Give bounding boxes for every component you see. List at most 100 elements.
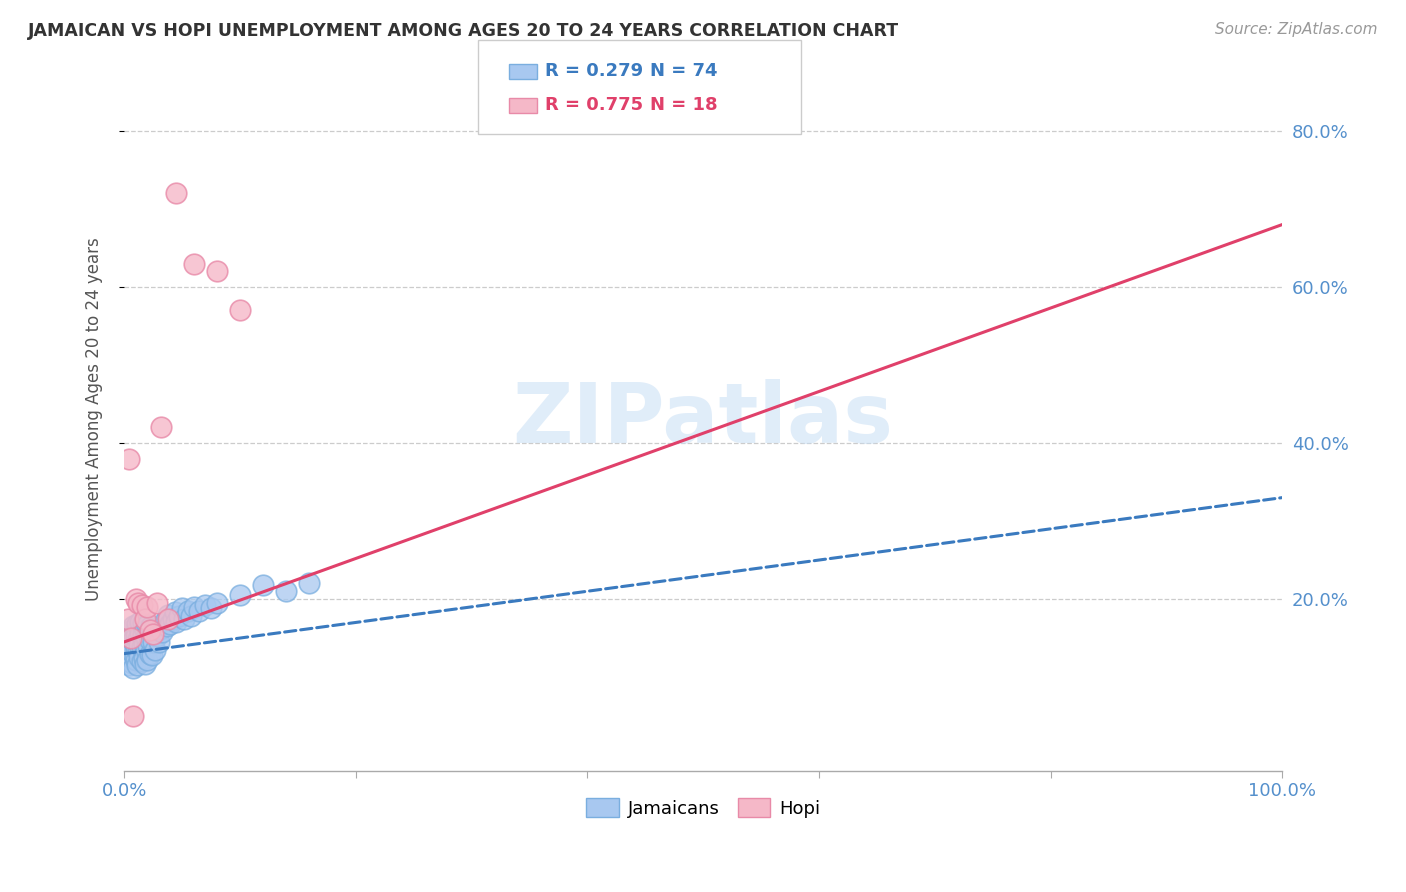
Point <box>138 647 160 661</box>
Point <box>131 599 153 613</box>
Point <box>122 619 145 633</box>
Point <box>122 709 145 723</box>
Point <box>138 625 160 640</box>
Point <box>127 632 149 646</box>
Point <box>121 645 143 659</box>
Point <box>122 661 145 675</box>
Point <box>122 632 145 647</box>
Point <box>165 615 187 630</box>
Point <box>128 638 150 652</box>
Point <box>173 611 195 625</box>
Point <box>252 578 274 592</box>
Point <box>135 642 157 657</box>
Point <box>131 640 153 655</box>
Point <box>120 650 142 665</box>
Point <box>180 609 202 624</box>
Text: JAMAICAN VS HOPI UNEMPLOYMENT AMONG AGES 20 TO 24 YEARS CORRELATION CHART: JAMAICAN VS HOPI UNEMPLOYMENT AMONG AGES… <box>28 22 900 40</box>
Point <box>157 607 180 622</box>
Text: R = 0.775: R = 0.775 <box>546 96 643 114</box>
Text: ZIPatlas: ZIPatlas <box>513 379 894 460</box>
Point <box>128 649 150 664</box>
Point <box>157 611 180 625</box>
Point <box>188 604 211 618</box>
Point <box>117 611 139 625</box>
Point <box>138 624 160 638</box>
Point <box>143 622 166 636</box>
Point <box>118 647 141 661</box>
Point <box>125 657 148 672</box>
Point <box>148 635 170 649</box>
Point <box>120 631 142 645</box>
Point <box>138 632 160 647</box>
Point <box>118 635 141 649</box>
Point <box>125 630 148 644</box>
Point <box>134 611 156 625</box>
Point <box>124 648 146 663</box>
Point <box>150 624 173 639</box>
Point <box>115 655 138 669</box>
Point <box>134 657 156 671</box>
Point <box>229 588 252 602</box>
Text: R = 0.279: R = 0.279 <box>546 62 643 80</box>
Point <box>134 624 156 638</box>
Point <box>205 596 228 610</box>
Point <box>136 599 159 614</box>
Point <box>118 627 141 641</box>
Point <box>118 658 141 673</box>
Point <box>138 639 160 653</box>
Point <box>120 639 142 653</box>
Point <box>205 264 228 278</box>
Text: N = 18: N = 18 <box>651 96 718 114</box>
Y-axis label: Unemployment Among Ages 20 to 24 years: Unemployment Among Ages 20 to 24 years <box>86 238 103 601</box>
Point <box>200 601 222 615</box>
Point <box>145 596 167 610</box>
Point <box>183 256 205 270</box>
Point <box>121 656 143 670</box>
Point <box>124 636 146 650</box>
Point <box>125 592 148 607</box>
Point <box>136 653 159 667</box>
Point <box>142 635 165 649</box>
Point <box>127 596 149 610</box>
Point <box>117 642 139 657</box>
Point <box>298 576 321 591</box>
Point <box>132 636 155 650</box>
Point <box>127 644 149 658</box>
Point <box>149 622 172 636</box>
Point <box>131 616 153 631</box>
Point <box>129 626 152 640</box>
Text: Source: ZipAtlas.com: Source: ZipAtlas.com <box>1215 22 1378 37</box>
Point <box>165 605 187 619</box>
Point <box>162 611 184 625</box>
Legend: Jamaicans, Hopi: Jamaicans, Hopi <box>579 791 828 825</box>
Point <box>170 601 193 615</box>
Point <box>125 641 148 656</box>
Point <box>125 617 148 632</box>
Point <box>141 648 163 663</box>
Point <box>183 599 205 614</box>
Point <box>131 655 153 669</box>
Point <box>145 630 167 644</box>
Point <box>129 615 152 630</box>
Point <box>150 420 173 434</box>
Point <box>118 451 141 466</box>
Point <box>125 624 148 639</box>
Point <box>132 650 155 665</box>
Point <box>167 609 190 624</box>
Point <box>139 619 162 633</box>
Point <box>159 617 181 632</box>
Point <box>136 617 159 632</box>
Point <box>229 303 252 318</box>
Point <box>156 619 179 633</box>
Point <box>135 630 157 644</box>
Point <box>125 653 148 667</box>
Point <box>165 186 187 201</box>
Point <box>153 614 176 628</box>
Point <box>276 584 298 599</box>
Text: N = 74: N = 74 <box>651 62 718 80</box>
Point <box>145 642 167 657</box>
Point <box>177 604 200 618</box>
Point <box>121 624 143 638</box>
Point <box>142 627 165 641</box>
Point <box>194 599 217 613</box>
